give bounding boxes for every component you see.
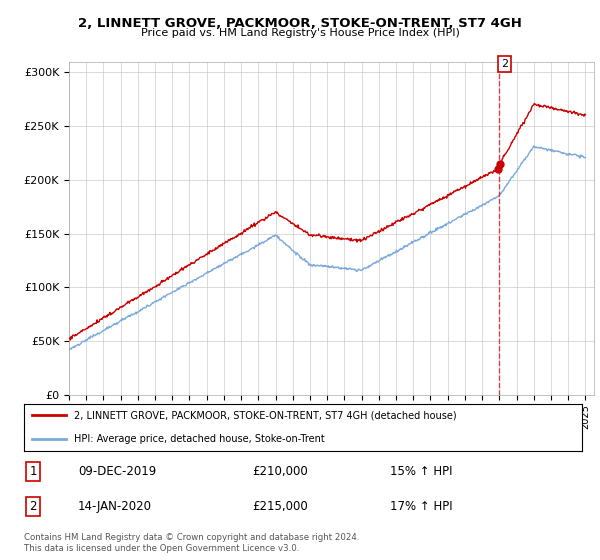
Text: Contains HM Land Registry data © Crown copyright and database right 2024.
This d: Contains HM Land Registry data © Crown c…	[24, 533, 359, 553]
Text: HPI: Average price, detached house, Stoke-on-Trent: HPI: Average price, detached house, Stok…	[74, 433, 325, 444]
Text: 14-JAN-2020: 14-JAN-2020	[78, 500, 152, 514]
Text: 2, LINNETT GROVE, PACKMOOR, STOKE-ON-TRENT, ST7 4GH (detached house): 2, LINNETT GROVE, PACKMOOR, STOKE-ON-TRE…	[74, 410, 457, 421]
Text: 17% ↑ HPI: 17% ↑ HPI	[390, 500, 452, 514]
Text: 09-DEC-2019: 09-DEC-2019	[78, 465, 156, 478]
Text: 15% ↑ HPI: 15% ↑ HPI	[390, 465, 452, 478]
Text: 1: 1	[29, 465, 37, 478]
Text: Price paid vs. HM Land Registry's House Price Index (HPI): Price paid vs. HM Land Registry's House …	[140, 28, 460, 38]
Text: 2: 2	[29, 500, 37, 514]
Text: £210,000: £210,000	[252, 465, 308, 478]
Text: £215,000: £215,000	[252, 500, 308, 514]
Text: 2: 2	[501, 59, 508, 69]
Text: 2, LINNETT GROVE, PACKMOOR, STOKE-ON-TRENT, ST7 4GH: 2, LINNETT GROVE, PACKMOOR, STOKE-ON-TRE…	[78, 17, 522, 30]
